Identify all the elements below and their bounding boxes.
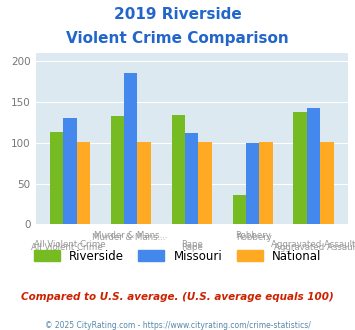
Text: © 2025 CityRating.com - https://www.cityrating.com/crime-statistics/: © 2025 CityRating.com - https://www.city… [45, 321, 310, 330]
Bar [185, 133, 198, 224]
Bar [198, 142, 212, 224]
Bar [124, 73, 137, 224]
Bar [320, 142, 334, 224]
Bar [111, 116, 124, 224]
Legend: Riverside, Missouri, National: Riverside, Missouri, National [30, 246, 325, 266]
Text: Robbery: Robbery [235, 231, 271, 240]
Text: Aggravated Assault: Aggravated Assault [272, 240, 355, 249]
Bar [63, 118, 77, 224]
Text: Compared to U.S. average. (U.S. average equals 100): Compared to U.S. average. (U.S. average … [21, 292, 334, 302]
Bar [294, 113, 307, 224]
Bar [260, 142, 273, 224]
Bar [77, 142, 90, 224]
Text: Murder & Mans...: Murder & Mans... [92, 233, 166, 242]
Text: Robbery: Robbery [236, 233, 272, 242]
Bar [137, 142, 151, 224]
Bar [50, 132, 63, 224]
Text: 2019 Riverside: 2019 Riverside [114, 7, 241, 21]
Bar [246, 143, 260, 224]
Text: Murder & Mans...: Murder & Mans... [94, 231, 168, 240]
Text: Rape: Rape [181, 240, 203, 249]
Bar [307, 108, 320, 224]
Text: Aggravated Assault: Aggravated Assault [274, 243, 355, 251]
Text: All Violent Crime: All Violent Crime [34, 240, 106, 249]
Text: Violent Crime Comparison: Violent Crime Comparison [66, 31, 289, 46]
Bar [171, 115, 185, 224]
Bar [233, 195, 246, 224]
Text: All Violent Crime: All Violent Crime [31, 243, 103, 251]
Text: Rape: Rape [181, 243, 203, 251]
